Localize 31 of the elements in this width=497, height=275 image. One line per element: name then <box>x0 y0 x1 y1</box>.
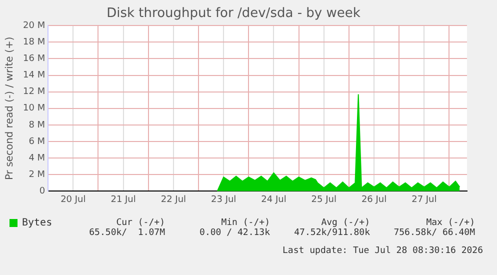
x-tick-label: 21 Jul <box>110 194 136 205</box>
y-tick-label: 12 M <box>23 87 46 98</box>
text: Last update: Tue Jul 28 08:30:16 2026 <box>282 246 483 256</box>
x-tick-label: 24 Jul <box>261 194 286 205</box>
y-tick-label: 2 M <box>28 170 46 180</box>
y-tick-label: 6 M <box>28 136 46 147</box>
y-tick-label: 4 M <box>28 153 46 164</box>
x-tick-label: 20 Jul <box>60 194 86 205</box>
y-axis-title: Pr second read (-) / write (+) <box>4 36 16 180</box>
y-tick-label: 8 M <box>28 120 46 130</box>
text: Avg (-/+) <box>320 218 370 228</box>
y-tick-label: 0 <box>39 186 46 197</box>
text: 47.52k/911.80k <box>293 228 370 238</box>
text: Min (-/+) <box>220 218 270 228</box>
x-tick-label: 26 Jul <box>361 194 387 205</box>
x-tick-label: 23 Jul <box>211 194 236 205</box>
x-tick-label: 25 Jul <box>311 194 336 205</box>
text: 756.58k/ 66.40M <box>392 228 475 238</box>
y-tick-label: 18 M <box>23 38 46 48</box>
text: Max (-/+) <box>425 218 475 228</box>
chart-title: Disk throughput for /dev/sda - by week <box>106 6 361 22</box>
x-tick-label: 22 Jul <box>160 194 186 205</box>
y-tick-label: 20 M <box>23 20 46 31</box>
y-tick-label: 16 M <box>23 54 46 64</box>
x-tick-label: 27 Jul <box>412 194 437 205</box>
legend-label: Bytes <box>22 218 52 229</box>
y-tick-label: 10 M <box>23 104 46 114</box>
text: 0.00 / 42.13k <box>198 228 270 238</box>
y-tick-label: 14 M <box>23 70 46 81</box>
text: 65.50k/ 1.07M <box>88 228 165 238</box>
text: Cur (-/+) <box>115 218 165 228</box>
